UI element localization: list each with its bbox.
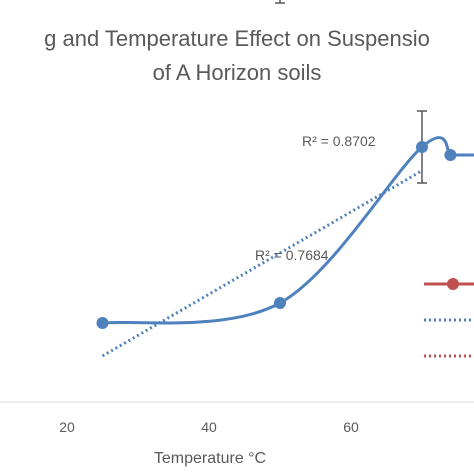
trendlines	[101, 169, 423, 358]
chart-title-line1: g and Temperature Effect on Suspensio	[44, 26, 430, 51]
series-layer	[96, 0, 474, 329]
r2-labels: R² = 0.8702 R² = 0.7684	[255, 133, 376, 263]
data-point	[416, 141, 428, 153]
trendline-1	[101, 169, 423, 358]
data-point	[274, 297, 286, 309]
series-line-1	[102, 136, 452, 325]
x-tick-label: 60	[343, 419, 359, 435]
legend-marker	[447, 278, 459, 290]
x-tick-label: 20	[59, 419, 75, 435]
x-tick-label: 40	[201, 419, 217, 435]
r2-label-1: R² = 0.7684	[255, 247, 329, 263]
legend	[424, 278, 474, 358]
data-point	[96, 317, 109, 329]
r2-label-0: R² = 0.8702	[302, 133, 376, 149]
data-point	[444, 149, 457, 161]
chart-title-line2: of A Horizon soils	[153, 60, 322, 85]
x-tick-labels: 20 40 60	[59, 419, 359, 435]
x-axis-title: Temperature °C	[154, 450, 266, 467]
